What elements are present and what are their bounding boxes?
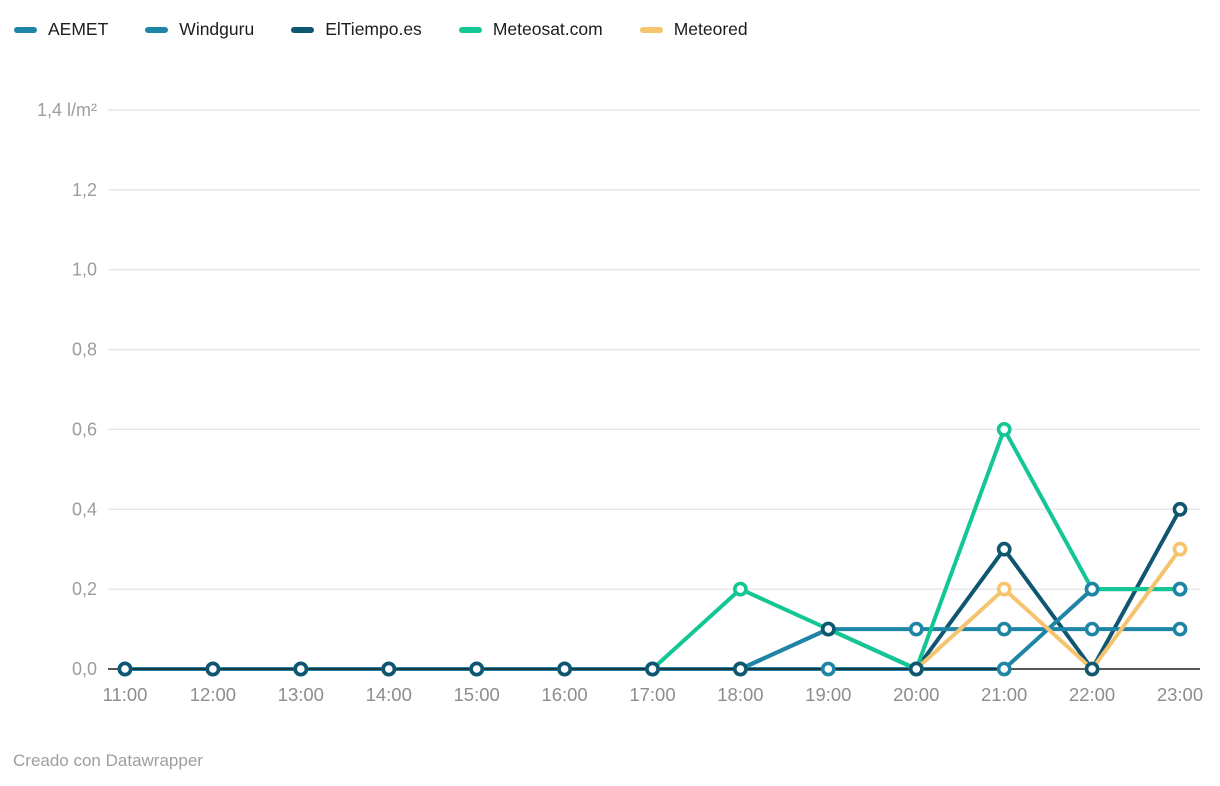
data-point-meteosat-com-18:00 xyxy=(733,581,748,597)
data-point-eltiempo-es-23:00 xyxy=(1172,501,1188,517)
y-axis-tick-label: 0,8 xyxy=(72,340,97,360)
x-axis-tick-label: 22:00 xyxy=(1069,684,1115,705)
datawrapper-credit-link[interactable]: Creado con Datawrapper xyxy=(13,751,203,770)
data-point-eltiempo-es-14:00 xyxy=(381,661,397,677)
x-axis-tick-label: 17:00 xyxy=(629,684,675,705)
windguru-swatch-icon xyxy=(145,26,169,33)
data-point-aemet-19:00 xyxy=(820,661,836,677)
data-point-aemet-22:00 xyxy=(1084,581,1100,597)
legend-label: ElTiempo.es xyxy=(325,19,422,39)
data-point-eltiempo-es-17:00 xyxy=(645,661,660,677)
legend-label: AEMET xyxy=(48,19,109,39)
y-axis-tick-label: 0,0 xyxy=(72,659,97,679)
y-axis-tick-label: 0,6 xyxy=(72,419,97,439)
legend-item-meteored: Meteored xyxy=(639,19,748,40)
datawrapper-credit[interactable]: Creado con Datawrapper xyxy=(13,751,203,771)
x-axis-tick-label: 12:00 xyxy=(190,684,236,705)
data-point-windguru-20:00 xyxy=(908,621,924,637)
data-point-windguru-21:00 xyxy=(996,621,1012,637)
x-axis-tick-label: 19:00 xyxy=(805,684,851,705)
data-point-eltiempo-es-12:00 xyxy=(205,661,221,677)
x-axis-tick-label: 14:00 xyxy=(366,684,412,705)
data-point-eltiempo-es-13:00 xyxy=(293,661,309,677)
x-axis-tick-label: 16:00 xyxy=(541,684,587,705)
eltiempo-swatch-icon xyxy=(291,26,315,33)
y-axis-tick-label: 1,0 xyxy=(72,260,97,280)
y-axis-tick-label: 1,2 xyxy=(72,180,97,200)
legend-label: Windguru xyxy=(179,19,255,39)
y-axis-tick-label: 1,4 l/m² xyxy=(37,100,97,120)
data-point-eltiempo-es-15:00 xyxy=(469,661,485,677)
data-point-meteored-21:00 xyxy=(996,581,1012,597)
data-point-aemet-21:00 xyxy=(996,661,1012,677)
data-point-eltiempo-es-11:00 xyxy=(117,661,133,677)
data-point-meteosat-com-21:00 xyxy=(996,421,1012,437)
legend-item-windguru: Windguru xyxy=(145,19,254,40)
x-axis-tick-label: 18:00 xyxy=(717,684,763,705)
series-line-meteored xyxy=(914,548,1182,671)
legend-item-meteosat: Meteosat.com xyxy=(458,19,603,40)
x-axis-tick-label: 20:00 xyxy=(893,684,939,705)
aemet-swatch-icon xyxy=(14,26,37,33)
data-point-eltiempo-es-20:00 xyxy=(908,661,924,677)
x-axis-tick-label: 23:00 xyxy=(1157,684,1203,705)
legend-item-aemet: AEMET xyxy=(14,19,108,40)
y-axis-tick-label: 0,2 xyxy=(72,579,97,599)
y-axis-tick-label: 0,4 xyxy=(72,499,97,519)
legend-label: Meteosat.com xyxy=(492,19,603,39)
legend-item-eltiempo: ElTiempo.es xyxy=(291,19,422,40)
meteosat-swatch-icon xyxy=(458,26,482,33)
legend-label: Meteored xyxy=(673,19,748,39)
data-point-windguru-22:00 xyxy=(1084,621,1100,637)
data-point-eltiempo-es-18:00 xyxy=(733,661,748,677)
x-axis-tick-label: 15:00 xyxy=(454,684,500,705)
data-point-eltiempo-es-19:00 xyxy=(820,621,836,637)
data-point-eltiempo-es-21:00 xyxy=(996,541,1012,557)
meteored-swatch-icon xyxy=(639,26,663,33)
x-axis-tick-label: 11:00 xyxy=(103,684,148,705)
data-point-meteored-23:00 xyxy=(1172,541,1188,557)
data-point-windguru-23:00 xyxy=(1172,621,1188,637)
data-point-aemet-23:00 xyxy=(1172,581,1188,597)
data-point-eltiempo-es-16:00 xyxy=(557,661,572,677)
data-point-eltiempo-es-22:00 xyxy=(1084,661,1100,677)
x-axis-tick-label: 21:00 xyxy=(981,684,1027,705)
legend: AEMET Windguru ElTiempo.es Meteosat.com … xyxy=(14,19,748,40)
x-axis-tick-label: 13:00 xyxy=(278,684,324,705)
